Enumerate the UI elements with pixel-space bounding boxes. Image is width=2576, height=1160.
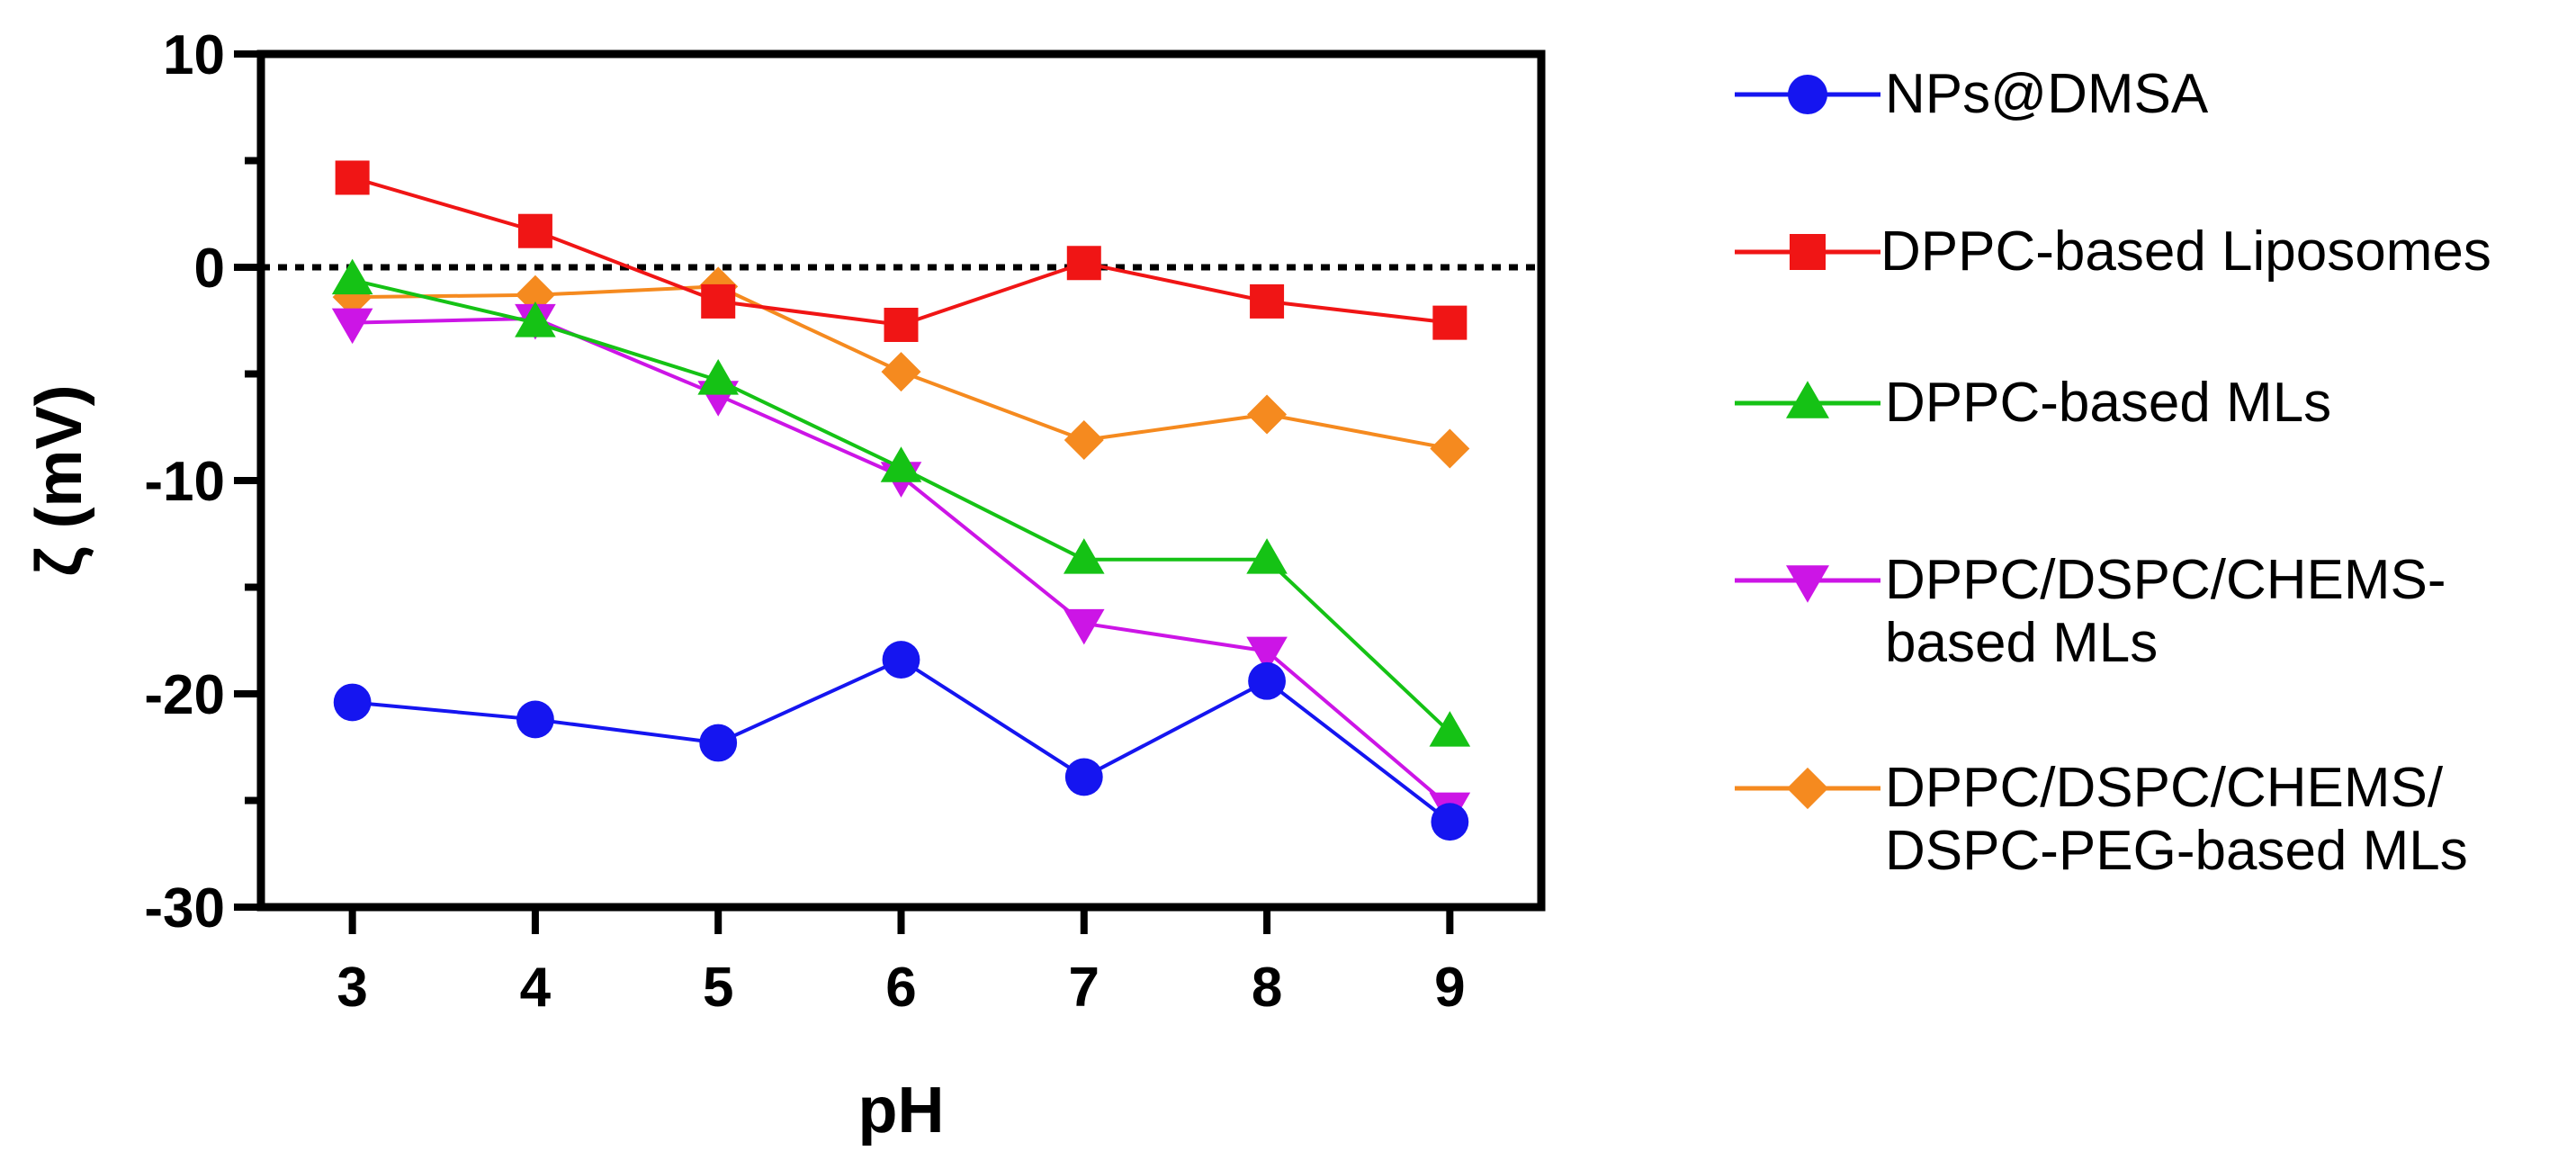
data-point: [1429, 711, 1471, 747]
series-2: [331, 258, 1471, 747]
series-1: [335, 160, 1468, 342]
x-tick-label: 3: [337, 957, 367, 1019]
data-point: [333, 683, 372, 722]
data-point: [880, 446, 922, 482]
legend-item-0: NPs@DMSA: [1735, 63, 2209, 125]
data-point: [1430, 428, 1470, 469]
legend-label: DSPC-PEG-based MLs: [1885, 820, 2468, 882]
legend-item-3: DPPC/DSPC/CHEMS-based MLs: [1735, 549, 2446, 674]
legend-label: DPPC/DSPC/CHEMS/: [1885, 757, 2444, 819]
data-point: [1247, 394, 1288, 435]
data-point: [701, 283, 736, 319]
y-tick-label: -20: [144, 664, 225, 726]
legend-marker: [1786, 767, 1829, 810]
data-point: [884, 307, 919, 342]
series-0: [333, 641, 1469, 841]
series-4: [332, 266, 1470, 469]
legend-marker: [1788, 75, 1827, 114]
x-tick-label: 6: [885, 957, 916, 1019]
data-point: [517, 213, 552, 248]
legend-marker: [1790, 234, 1826, 270]
legend-label: based MLs: [1885, 612, 2158, 674]
data-point: [516, 700, 554, 739]
legend-marker: [1786, 381, 1829, 418]
data-point: [331, 308, 373, 345]
data-point: [1432, 305, 1468, 340]
legend-item-2: DPPC-based MLs: [1735, 372, 2331, 434]
series-line: [352, 175, 1450, 328]
x-tick-label: 4: [520, 957, 552, 1019]
x-tick-label: 7: [1069, 957, 1100, 1019]
legend-label: NPs@DMSA: [1885, 63, 2209, 125]
legend-label: DPPC/DSPC/CHEMS-: [1885, 549, 2446, 611]
data-point: [1246, 636, 1288, 673]
x-tick-label: 8: [1252, 957, 1282, 1019]
data-point: [515, 301, 556, 337]
data-point: [1063, 538, 1105, 574]
data-point: [1248, 661, 1286, 700]
data-point: [1063, 608, 1105, 645]
data-point: [331, 258, 373, 295]
y-tick-label: 0: [194, 238, 225, 300]
data-point: [335, 160, 370, 195]
x-axis-title: pH: [858, 1075, 945, 1147]
y-axis-title: ζ (mV): [23, 384, 95, 576]
data-point: [882, 641, 920, 679]
data-point: [699, 724, 738, 762]
legend-item-1: DPPC-based Liposomes: [1735, 220, 2491, 283]
data-point: [697, 359, 740, 395]
y-tick-label: -10: [144, 451, 225, 513]
data-point: [1246, 538, 1288, 574]
x-tick-label: 9: [1434, 957, 1465, 1019]
data-point: [1431, 803, 1469, 841]
legend-item-4: DPPC/DSPC/CHEMS/DSPC-PEG-based MLs: [1735, 757, 2468, 882]
data-point: [881, 352, 921, 392]
y-tick-label: -30: [144, 877, 225, 940]
legend-label: DPPC-based MLs: [1885, 372, 2331, 434]
data-point: [1064, 758, 1103, 796]
y-tick-label: 10: [163, 24, 225, 86]
series-line: [352, 316, 1451, 809]
x-tick-label: 5: [703, 957, 733, 1019]
legend-marker: [1786, 565, 1829, 603]
data-point: [1066, 246, 1101, 281]
legend-label: DPPC-based Liposomes: [1880, 220, 2491, 283]
data-point: [1064, 419, 1104, 460]
data-point: [1250, 283, 1285, 319]
